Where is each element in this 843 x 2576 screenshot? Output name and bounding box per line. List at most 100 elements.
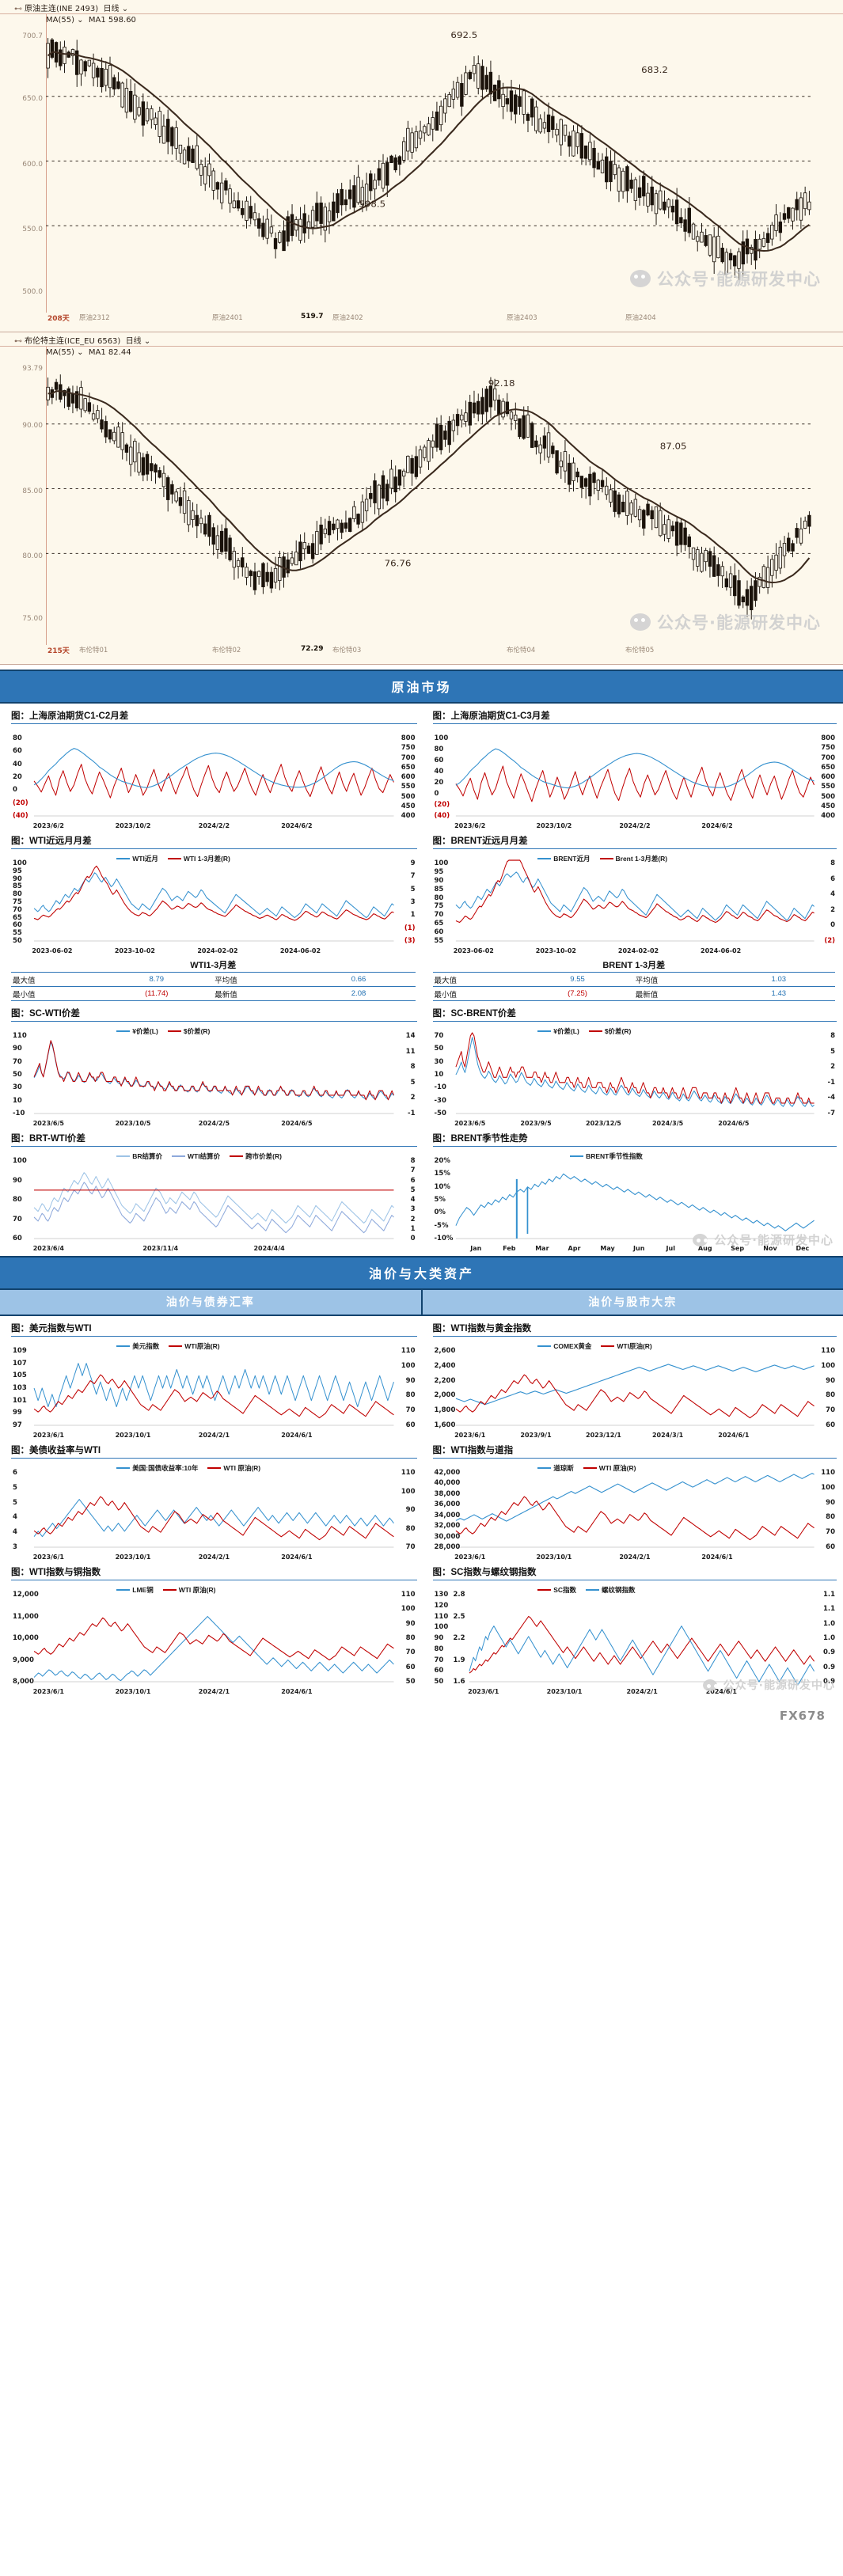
chevron-down-icon[interactable]: ⌄ <box>141 337 151 346</box>
xtick: 2024/2/1 <box>198 1432 230 1439</box>
chart-sc-brent[interactable]: 70 50 30 10 -10 -30 -50 8 5 2 -1 -4 -7 2023/6/5 2023/9… <box>433 1025 837 1127</box>
ytick-left: 80 <box>13 734 22 742</box>
kline-plot-brent[interactable]: 92.18 87.05 76.76 <box>46 359 811 643</box>
chart-legend: ¥价差(L) $价差(R) <box>116 1026 210 1036</box>
ma-period-label[interactable]: MA(55) <box>46 16 74 25</box>
xtick: 2023/12/1 <box>586 1432 621 1439</box>
chart-usd-wti[interactable]: 109 107 105 103 101 99 97 110 100 90 80 70 60 2023/6/… <box>11 1340 417 1439</box>
kline-plot-sc[interactable]: 692.5 683.2 598.5 <box>46 27 811 311</box>
ytick-right: 0 <box>830 921 835 930</box>
legend-label: SC指数 <box>553 1586 577 1594</box>
xtick: 2024/3/5 <box>651 1120 684 1127</box>
xtick: May <box>600 1245 615 1252</box>
chart-legend: 美国:国债收益率:10年 WTI 原油(R) <box>116 1463 260 1473</box>
ytick-right: 8 <box>410 1157 416 1165</box>
chart-brent-spread[interactable]: 100 95 90 85 80 75 70 65 60 55 8 6 4 2 0 (2) 2023-06-02 2… <box>433 852 837 954</box>
fig-title-wti-spread: 图：WTI近远月月差 <box>11 829 417 849</box>
ytick-left: (20) <box>13 799 28 807</box>
chart-legend: BRENT近月 Brent 1-3月差(R) <box>537 854 667 863</box>
ytick-right: 100 <box>401 1487 416 1496</box>
ytick-left: 40,000 <box>434 1479 461 1488</box>
stat-box-brent: BRENT 1-3月差 最大值 9.55 平均值 1.03 最小值 (7.25)… <box>422 958 843 1001</box>
ytick-right: 450 <box>401 802 416 810</box>
ytick-right: 60 <box>826 1542 835 1551</box>
xtick: 2024/2/1 <box>626 1688 658 1695</box>
legend-item: BR结算价 <box>116 1151 162 1161</box>
chart-wti-dow[interactable]: 42,000 40,000 38,000 36,000 34,000 32,000 30,0… <box>433 1462 837 1561</box>
ytick-right: 0 <box>410 1235 416 1242</box>
ytick-left: 85 <box>13 882 22 891</box>
chart-sc-rebar[interactable]: 130 120 110 100 90 80 70 60 50 2.8 2.5 2.2 1.9 1.6 1.1… <box>433 1584 837 1695</box>
legend-item: WTI 原油(R) <box>207 1463 260 1473</box>
ytick-right: 70 <box>826 1406 835 1415</box>
ma-period-label[interactable]: MA(55) <box>46 348 74 357</box>
chevron-down-icon[interactable]: ⌄ <box>74 16 84 25</box>
ytick-right: 800 <box>401 734 416 742</box>
ytick-right: 0.9 <box>822 1648 835 1657</box>
kline-panel-brent[interactable]: ⊷ 布伦特主连(ICE_EU 6563) 日线 ⌄ MA(55) ⌄ MA1 82… <box>0 332 843 665</box>
xtick: Nov <box>763 1245 777 1252</box>
chart-wti-copper[interactable]: 12,000 11,000 10,000 9,000 8,000 110 100 90 80 70… <box>11 1584 417 1695</box>
xtick: 2023/6/1 <box>454 1554 486 1561</box>
xtick: 2023/10/5 <box>115 1120 151 1127</box>
ytick-left: 12,000 <box>13 1591 39 1599</box>
ytick-left: 6 <box>13 1469 17 1477</box>
chart-sc-wti[interactable]: 110 90 70 50 30 10 -10 14 11 8 5 2 -1 2023/6/5 2023/10… <box>11 1025 417 1127</box>
xtick: 2023/6/1 <box>32 1688 64 1695</box>
ytick-right: (3) <box>404 937 416 945</box>
legend-swatch <box>169 1345 183 1348</box>
ytick-left: 0% <box>434 1208 446 1217</box>
ytick-left: 100 <box>13 1157 27 1165</box>
ytick-right: 1.1 <box>822 1605 835 1614</box>
chart-wti-spread[interactable]: 100 95 90 85 80 75 70 65 60 55 50 9 7 5 3 1 (1) (3) 2023-0… <box>11 852 417 954</box>
chart-legend: 美元指数 WTI原油(R) <box>116 1341 220 1351</box>
xtick: 2024-02-02 <box>197 947 238 954</box>
ytick-left: 28,000 <box>434 1542 461 1551</box>
legend-swatch <box>116 1466 131 1470</box>
ytick-left: 80 <box>13 1196 22 1204</box>
ytick-left: 50 <box>13 1071 22 1079</box>
ytick-left: 10 <box>434 1071 444 1079</box>
kline-period-brent[interactable]: 日线 <box>125 337 142 346</box>
xtick: 2023/11/4 <box>142 1245 179 1252</box>
chart-sh-c1c3[interactable]: 100 80 60 40 20 0 (20) (40) 800 750 700 650 600 550 50… <box>433 727 837 829</box>
kline-panel-sc-crude[interactable]: ⊷ 原油主连(INE 2493) 日线 ⌄ MA(55) ⌄ MA1 598.60… <box>0 0 843 332</box>
chart-wti-gold[interactable]: 2,600 2,400 2,200 2,000 1,800 1,600 110 100 90 80… <box>433 1340 837 1439</box>
ytick-left: 20% <box>434 1157 450 1165</box>
legend-label: 美元指数 <box>132 1342 160 1350</box>
ytick-left: 75 <box>434 902 444 911</box>
xtick: 2023-06-02 <box>453 947 494 954</box>
xtick: 布伦特02 <box>212 647 241 654</box>
chart-bond-wti[interactable]: 6 5 5 4 4 3 110 100 90 80 70 2023/6/1 2023/10/1 2024/… <box>11 1462 417 1561</box>
xtick: Aug <box>697 1245 712 1252</box>
ytick-left: 100 <box>434 859 449 867</box>
kline-period-sc[interactable]: 日线 <box>103 5 120 13</box>
xtick: Dec <box>796 1245 810 1252</box>
chart-sh-c1c2[interactable]: 80 60 40 20 0 (20) (40) 800 750 700 650 600 550 500 45… <box>11 727 417 829</box>
ytick-left: 30 <box>434 1057 444 1066</box>
chart-brent-seasonal[interactable]: 20% 15% 10% 5% 0% -5% -10% Jan Feb Mar Apr May Jun Ju… <box>433 1150 837 1252</box>
chevron-down-icon[interactable]: ⌄ <box>74 348 84 357</box>
ytick-right: 500 <box>401 792 416 801</box>
fig-title-wti-gold: 图：WTI指数与黄金指数 <box>432 1316 837 1337</box>
ytick-left: 101 <box>13 1396 27 1405</box>
ytick-left: (40) <box>434 812 450 820</box>
legend-label: $价差(R) <box>604 1027 632 1035</box>
xtick: 2024-06-02 <box>279 947 321 954</box>
ytick-left: 10,000 <box>13 1634 39 1642</box>
xtick: 布伦特03 <box>332 647 362 654</box>
legend-swatch <box>116 1030 131 1033</box>
chart-brt-wti[interactable]: 100 90 80 70 60 8 7 6 5 4 3 2 1 0 2023/6/4 2023/11/4 202… <box>11 1150 417 1252</box>
chevron-down-icon[interactable]: ⌄ <box>119 5 129 13</box>
ytick-right: 700 <box>821 753 835 762</box>
ytick-left: 20 <box>13 773 22 781</box>
xtick: 原油2403 <box>507 314 537 322</box>
xtick: 2023/6/2 <box>32 822 64 829</box>
ytick-left: -10 <box>434 1083 446 1092</box>
ytick-right: 11 <box>405 1047 416 1056</box>
xtick: 布伦特01 <box>79 647 108 654</box>
ytick-left: 70 <box>13 1057 22 1066</box>
ytick-right: 5 <box>410 885 416 893</box>
chart-cell-brt-wti: 图：BRT-WTI价差 100 90 80 70 60 8 7 6 5 4 3 2 1 0 2023/6/4… <box>0 1126 422 1252</box>
ytick-left: 3 <box>13 1542 17 1551</box>
